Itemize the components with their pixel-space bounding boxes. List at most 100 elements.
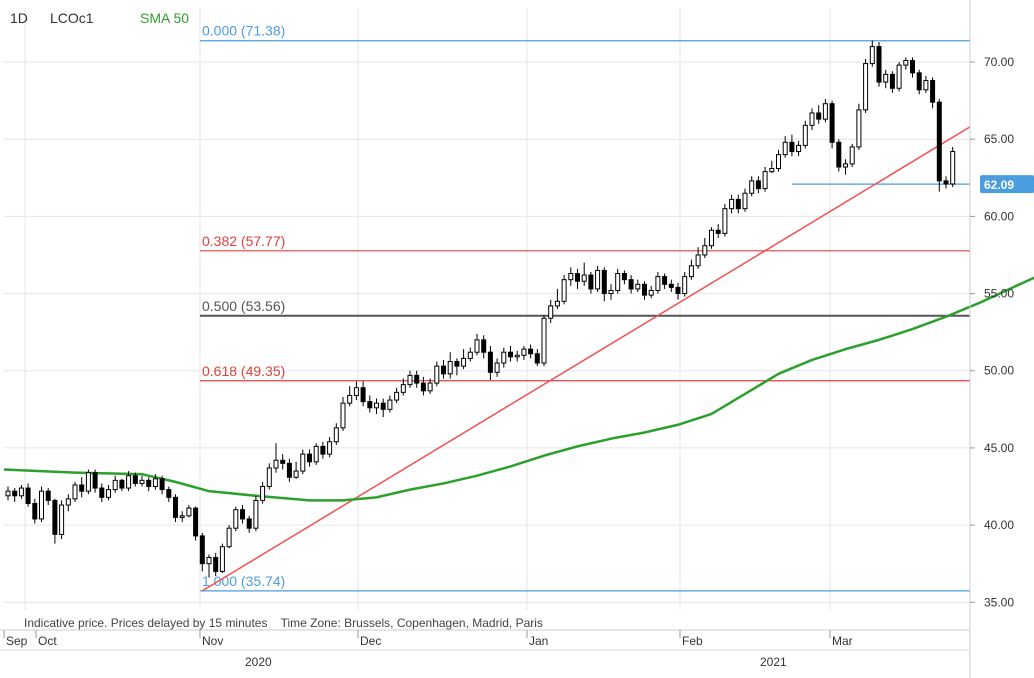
candle-body-down [159, 478, 165, 491]
candle-body-up [273, 459, 279, 469]
x-tick-label: Oct [38, 634, 57, 648]
y-tick-label: 50.00 [984, 364, 1014, 378]
x-tick-label: Feb [682, 634, 703, 648]
candle-body-up [729, 198, 735, 210]
candle-body-up [340, 402, 346, 429]
candle [59, 500, 65, 539]
candle [494, 358, 500, 377]
candle-body-up [233, 509, 239, 529]
delayed-note: Indicative price. Prices delayed by 15 m… [24, 616, 543, 630]
candle [749, 176, 755, 197]
candle [112, 475, 118, 493]
fib-label: 0.382 (57.77) [202, 233, 285, 249]
candle-body-down [367, 401, 373, 409]
candle-body-down [642, 283, 647, 296]
candle [715, 224, 721, 238]
year-label: 2021 [760, 655, 787, 669]
candle-body-up [226, 527, 232, 548]
candle-body-down [173, 496, 178, 518]
candle [32, 498, 38, 524]
candle-body-up [742, 192, 748, 210]
candle [910, 57, 915, 78]
candle [796, 140, 802, 157]
candle-body-down [146, 479, 152, 488]
candle [273, 443, 279, 473]
candle-body-down [481, 339, 487, 353]
grid [4, 8, 970, 610]
candle-body-up [635, 283, 641, 290]
candle [688, 259, 694, 280]
candle [588, 271, 594, 294]
candle-body-down [628, 279, 634, 290]
candle-body-up [293, 470, 299, 478]
candle-body-down [199, 535, 205, 565]
candle-body-down [32, 502, 38, 520]
candle [802, 120, 808, 149]
candle [219, 543, 225, 573]
candle [548, 299, 554, 323]
fib-label: 0.618 (49.35) [202, 363, 285, 379]
candle-body-down [662, 276, 668, 285]
y-tick-label: 60.00 [984, 209, 1014, 223]
indicator-label[interactable]: SMA 50 [140, 10, 189, 26]
candle-body-down [92, 472, 98, 489]
candle [213, 552, 219, 577]
candle-body-up [695, 254, 701, 267]
candle [695, 247, 701, 269]
candle [534, 349, 540, 367]
candle [856, 103, 862, 151]
symbol-label[interactable]: LCOc1 [50, 10, 94, 26]
candle-body-down [360, 387, 366, 403]
sma50-line [3, 276, 1034, 502]
candle [199, 532, 205, 572]
candle [930, 77, 936, 109]
candle [39, 486, 44, 523]
candle [950, 146, 956, 188]
candle [253, 495, 259, 532]
candle-body-down [789, 141, 795, 153]
candle [159, 475, 165, 495]
candle-body-up [869, 46, 875, 65]
candle [843, 159, 848, 175]
candle-body-down [132, 475, 138, 484]
candle [45, 488, 51, 506]
x-tick-label: Dec [360, 634, 381, 648]
candle [179, 511, 185, 523]
candle-body-down [916, 72, 922, 91]
candle-body-down [307, 453, 312, 463]
candle [923, 75, 929, 93]
candle-body-up [266, 467, 272, 488]
candle-body-up [494, 362, 500, 373]
candle-body-up [802, 124, 808, 146]
candle [809, 108, 815, 130]
candle [99, 483, 105, 502]
candle-body-up [474, 339, 480, 353]
y-tick-label: 65.00 [984, 132, 1014, 146]
candle [816, 105, 822, 124]
candle-body-up [608, 289, 614, 295]
y-tick-label: 70.00 [984, 55, 1014, 69]
candle [501, 347, 507, 368]
candle-body-up [514, 354, 520, 358]
candle [474, 333, 480, 356]
candle [936, 99, 942, 192]
candle-body-up [300, 453, 306, 472]
candle [126, 471, 132, 492]
candle [307, 449, 312, 467]
candle [742, 188, 748, 212]
candle-body-down [836, 141, 842, 168]
candle [642, 281, 647, 300]
candle [883, 69, 889, 89]
candle [360, 381, 366, 407]
candle-body-up [903, 59, 909, 66]
candle [876, 41, 882, 87]
candle [407, 370, 413, 388]
candle [943, 176, 949, 189]
candle [461, 349, 467, 370]
candle-body-down [99, 487, 105, 498]
interval-label[interactable]: 1D [10, 10, 28, 26]
candle-body-down [534, 353, 540, 364]
candle [380, 398, 386, 418]
candle-body-up [186, 507, 192, 517]
